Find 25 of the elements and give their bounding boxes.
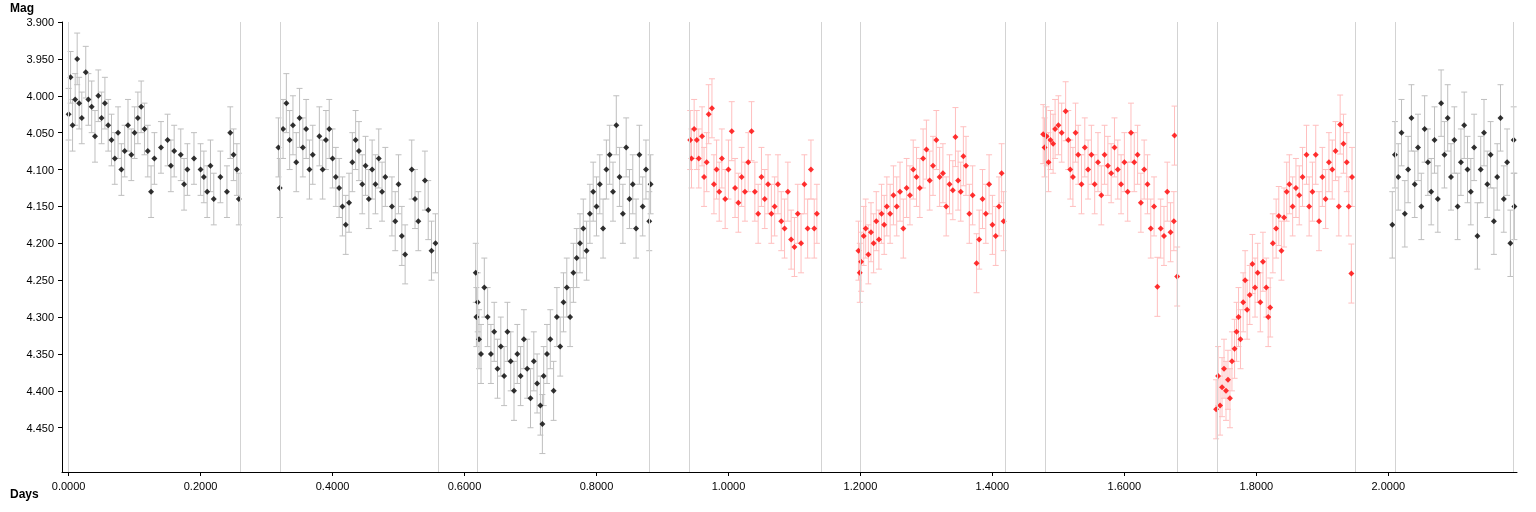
x-tick-label: 0.2000 bbox=[183, 479, 218, 492]
x-tick-label: 1.0000 bbox=[711, 479, 746, 492]
y-tick-label: 4.050 bbox=[26, 126, 54, 139]
y-tick-label: 4.350 bbox=[26, 347, 54, 360]
y-axis-title: Mag bbox=[10, 1, 34, 15]
x-tick-label: 0.0000 bbox=[51, 479, 86, 492]
x-tick-label: 2.0000 bbox=[1371, 479, 1406, 492]
y-tick-label: 3.900 bbox=[26, 16, 54, 28]
y-tick-label: 4.150 bbox=[26, 200, 54, 213]
y-tick-label: 4.200 bbox=[26, 237, 54, 250]
x-axis-title: Days bbox=[10, 487, 40, 501]
y-tick-label: 4.000 bbox=[26, 89, 54, 102]
x-tick-label: 0.4000 bbox=[315, 479, 350, 492]
y-tick-label: 4.100 bbox=[26, 163, 54, 176]
y-tick-label: 4.400 bbox=[26, 384, 54, 397]
y-tick-label: 4.450 bbox=[26, 421, 54, 434]
x-tick-label: 1.2000 bbox=[843, 479, 878, 492]
x-tick-label: 1.8000 bbox=[1239, 479, 1274, 492]
x-tick-label: 1.4000 bbox=[975, 479, 1010, 492]
x-tick-label: 0.6000 bbox=[447, 479, 482, 492]
x-tick-label: 0.8000 bbox=[579, 479, 614, 492]
y-tick-label: 4.300 bbox=[26, 311, 54, 324]
y-tick-label: 4.250 bbox=[26, 274, 54, 287]
y-tick-label: 3.950 bbox=[26, 52, 54, 65]
x-tick-label: 1.6000 bbox=[1107, 479, 1142, 492]
